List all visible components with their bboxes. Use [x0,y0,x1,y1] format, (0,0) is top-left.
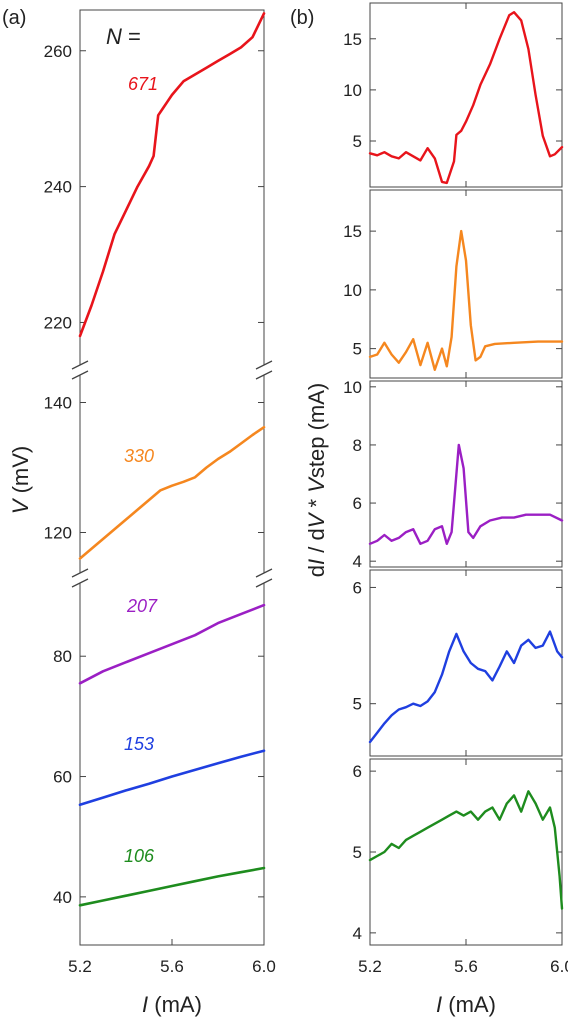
panel-b-xtick-label: 6.0 [550,957,568,976]
subplot-ytick-label: 15 [343,222,362,241]
panel-a-xlabel: I (mA) [142,992,202,1017]
series-label-330: 330 [124,446,154,466]
panel-a-xtick-label: 5.2 [68,957,92,976]
axis-break-slash-right [255,360,273,370]
axis-break-slash [71,568,89,578]
axis-break-gap-right [260,573,268,583]
panel-a-ylabel-v: V [8,497,33,514]
series-line-671 [78,12,266,338]
panel-b-ylabel-unit: (mA) [304,383,329,437]
subplot-ytick-label: 6 [353,762,362,781]
axis-break-slash [71,578,89,588]
legend-header: N = [106,24,141,49]
subplot-ytick-label: 8 [353,436,362,455]
series-line-153 [78,749,266,807]
panel-a-plot: 220 240 260 120 140 40 60 80 5.2 5.6 6.0 671 330 207 1… [44,9,276,976]
subplot-ytick-label: 5 [353,695,362,714]
panel-a-frame [79,9,265,946]
subplot-ytick-label: 5 [353,132,362,151]
panel-a-ytick-label: 240 [44,178,72,197]
subplot-line-106 [368,790,564,910]
panel-b-ylabel-star: * [304,493,329,514]
subplot-ytick-label: 10 [343,81,362,100]
panel-b-xlabel-i: I [436,992,442,1017]
axis-break-slash [71,360,89,370]
axis-break-slash [71,370,89,380]
subplot-line-330 [368,229,564,371]
panel-a-axis-break [71,360,273,380]
series-line-106 [78,866,266,907]
subplot-ytick-label: 4 [353,552,362,571]
subplot-207: 4 6 8 10 [343,378,564,571]
subplot-ytick-label: 6 [353,494,362,513]
series-label-153: 153 [124,734,154,754]
axis-break-gap [76,573,84,583]
panel-b-xlabel-unit: (mA) [442,992,496,1017]
subplot-330: 5 10 15 [343,189,564,379]
panel-a-ytick-label: 260 [44,42,72,61]
subplot-line-153 [368,630,564,744]
series-label-671: 671 [128,74,158,94]
legend-header-n: N [106,24,122,49]
subplot-line-207 [368,443,564,545]
series-line-330 [78,425,266,560]
panel-b-ylabel-d2: / d [304,528,329,559]
subplot-671: 5 10 15 [343,2,564,188]
subplot-frame [369,758,563,946]
axis-break-slash-right [255,370,273,380]
panel-b-ylabel-vstep-v: V [304,476,329,493]
panel-b-ylabel-d1: d [304,565,329,577]
panel-a-ytick-label: 140 [44,394,72,413]
panel-a-xlabel-unit: (mA) [148,992,202,1017]
subplot-ytick-label: 6 [353,578,362,597]
panel-b-xtick-label: 5.2 [358,957,382,976]
subplot-ytick-label: 15 [343,30,362,49]
panel-a-ylabel: V (mV) [8,446,33,514]
subplot-ytick-label: 10 [343,378,362,397]
panel-b-ylabel-v: V [304,511,329,528]
panel-b-ylabel-i: I [304,559,329,565]
axis-break-slash-right [255,578,273,588]
panel-a-xtick-label: 6.0 [252,957,276,976]
panel-b-ylabel: dI / dV * Vstep (mA) [304,383,329,577]
axis-break-gap-right [260,365,268,375]
subplot-ytick-label: 5 [353,843,362,862]
subplot-ytick-label: 4 [353,924,362,943]
panel-a-ylabel-unit: (mV) [8,446,33,500]
subplot-106: 4 5 6 [353,758,564,946]
panel-a-ytick-label: 220 [44,313,72,332]
axis-break-gap [76,365,84,375]
series-line-207 [78,603,266,685]
legend-header-eq: = [122,24,141,49]
series-label-106: 106 [124,846,155,866]
subplot-line-671 [368,11,564,185]
panel-a-label: (a) [2,7,26,29]
panel-b: (b) dI / dV * Vstep (mA) I (mA) 51015510… [290,2,568,1017]
panel-b-label: (b) [290,7,314,29]
subplot-153: 56 [353,569,564,757]
panel-b-xtick-label: 5.6 [454,957,478,976]
panel-b-ylabel-vstep-sub: step [304,437,329,479]
series-label-207: 207 [126,596,158,616]
subplot-ytick-label: 5 [353,340,362,359]
panel-a-ytick-label: 80 [53,647,72,666]
panel-b-xlabel: I (mA) [436,992,496,1017]
panel-a: (a) N = V (mV) I (mA) 220 240 260 120 140 40 6… [2,7,276,1017]
subplot-frame [369,189,563,379]
panel-a-ytick-label: 60 [53,768,72,787]
subplot-frame [369,569,563,757]
panel-a-xlabel-i: I [142,992,148,1017]
subplot-ytick-label: 10 [343,281,362,300]
axis-break-slash-right [255,568,273,578]
panel-a-ytick-label: 120 [44,524,72,543]
panel-a-xtick-label: 5.6 [160,957,184,976]
panel-a-axis-break [71,568,273,588]
panel-a-ytick-label: 40 [53,888,72,907]
